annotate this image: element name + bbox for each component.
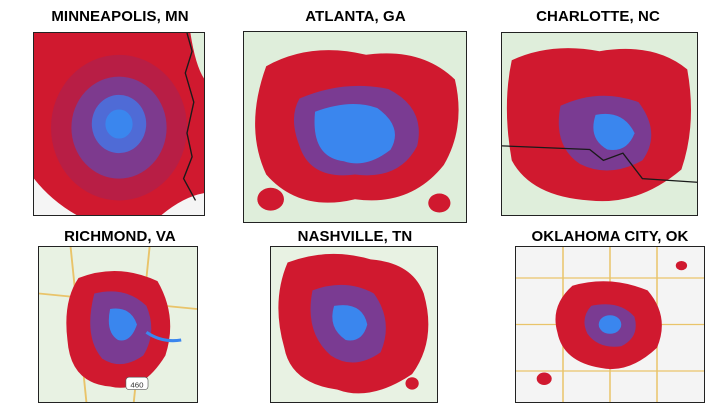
state-border-line — [502, 145, 697, 183]
svg-text:460: 460 — [130, 380, 144, 389]
map-panel-oklahoma-city: OKLAHOMA CITY, OK — [510, 228, 710, 403]
map-title: RICHMOND, VA — [64, 228, 176, 245]
map-title: MINNEAPOLIS, MN — [51, 8, 189, 25]
map-graphic — [502, 33, 697, 215]
map-title: NASHVILLE, TN — [297, 228, 413, 245]
state-border-line — [182, 33, 197, 201]
density-map — [243, 31, 467, 223]
map-graphic — [34, 33, 204, 215]
map-title: CHARLOTTE, NC — [536, 8, 660, 25]
map-graphic — [244, 32, 466, 222]
density-map — [270, 246, 438, 403]
interstate-shield: 460 — [125, 376, 149, 390]
density-map: 460 — [38, 246, 198, 403]
map-panel-minneapolis: MINNEAPOLIS, MN — [30, 8, 210, 218]
map-graphic: 460 — [39, 247, 197, 402]
map-title: ATLANTA, GA — [305, 8, 406, 25]
map-graphic — [271, 247, 437, 402]
map-panel-nashville: NASHVILLE, TN — [270, 228, 440, 403]
map-panel-charlotte: CHARLOTTE, NC — [498, 8, 698, 218]
map-graphic — [516, 247, 704, 402]
density-map — [515, 246, 705, 403]
map-panel-atlanta: ATLANTA, GA — [243, 8, 468, 223]
density-map — [501, 32, 698, 216]
map-title: OKLAHOMA CITY, OK — [531, 228, 689, 245]
map-panel-richmond: RICHMOND, VA 460 — [30, 228, 210, 403]
density-map — [33, 32, 205, 216]
